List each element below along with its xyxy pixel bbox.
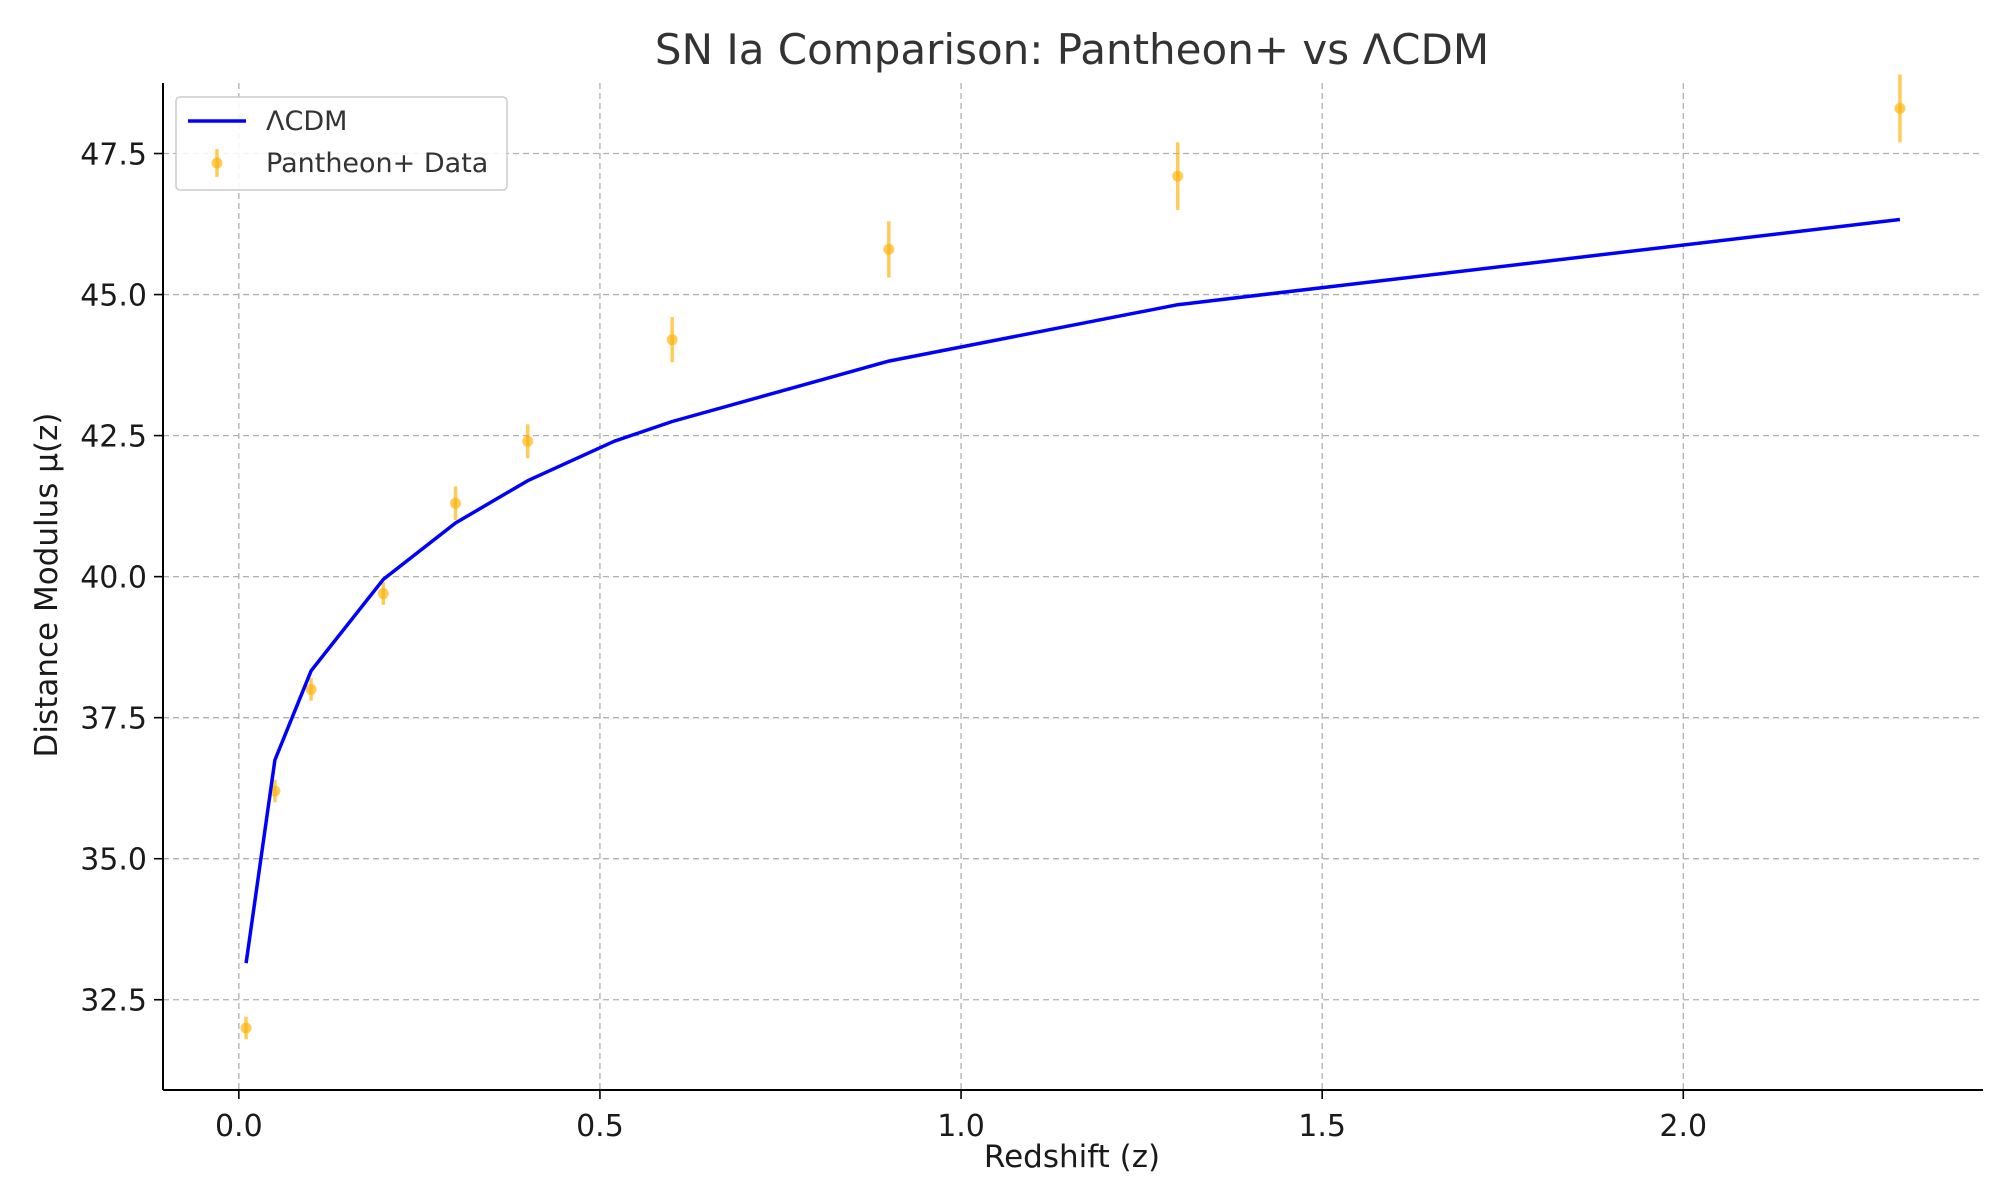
data-marker	[305, 683, 317, 695]
y-tick-label: 45.0	[80, 279, 147, 314]
data-point-pantheon	[450, 486, 461, 521]
data-point-pantheon	[666, 317, 678, 363]
data-point-pantheon	[240, 1016, 252, 1040]
legend: ΛCDM Pantheon+ Data	[175, 96, 508, 191]
x-tick-label: 1.0	[937, 1109, 985, 1144]
data-marker	[883, 243, 895, 255]
y-axis-ticks: 32.5 35.0 37.5 40.0 42.5 45.0 47.5	[80, 138, 163, 1019]
data-point-pantheon	[522, 424, 534, 459]
legend-label-lcdm: ΛCDM	[266, 106, 347, 137]
data-marker	[522, 435, 534, 447]
x-tick-label: 0.5	[576, 1109, 624, 1144]
data-marker	[377, 588, 389, 600]
data-marker	[666, 334, 678, 346]
data-marker	[1894, 102, 1906, 114]
x-tick-label: 2.0	[1659, 1109, 1707, 1144]
data-marker	[450, 497, 461, 509]
y-tick-label: 47.5	[80, 138, 147, 173]
x-tick-label: 0.0	[215, 1109, 263, 1144]
data-point-pantheon	[1894, 74, 1906, 143]
y-tick-label: 37.5	[80, 702, 147, 737]
legend-label-pantheon: Pantheon+ Data	[266, 148, 488, 179]
data-marker	[1172, 170, 1184, 182]
y-axis-title: Distance Modulus μ(z)	[29, 413, 65, 758]
x-tick-label: 1.5	[1298, 1109, 1346, 1144]
y-tick-label: 40.0	[80, 561, 147, 596]
lcdm-curve	[244, 217, 1901, 964]
axes	[162, 83, 1983, 1091]
x-axis-title: Redshift (z)	[984, 1139, 1160, 1175]
chart-title: SN Ia Comparison: Pantheon+ vs ΛCDM	[655, 25, 1489, 74]
legend-errorbar-swatch	[211, 149, 223, 177]
y-tick-label: 35.0	[80, 843, 147, 878]
plot-series	[240, 74, 1906, 1040]
data-point-pantheon	[883, 221, 895, 278]
data-point-pantheon	[1172, 142, 1184, 210]
y-tick-label: 32.5	[80, 984, 147, 1019]
legend-marker	[211, 157, 223, 169]
legend-box	[175, 96, 508, 191]
y-tick-label: 42.5	[80, 420, 147, 455]
data-point-pantheon	[305, 678, 317, 701]
x-axis-ticks: 0.0 0.5 1.0 1.5 2.0	[215, 1090, 1707, 1144]
grid-lines	[163, 83, 1983, 1090]
data-point-pantheon	[377, 582, 389, 605]
data-marker	[240, 1022, 252, 1034]
